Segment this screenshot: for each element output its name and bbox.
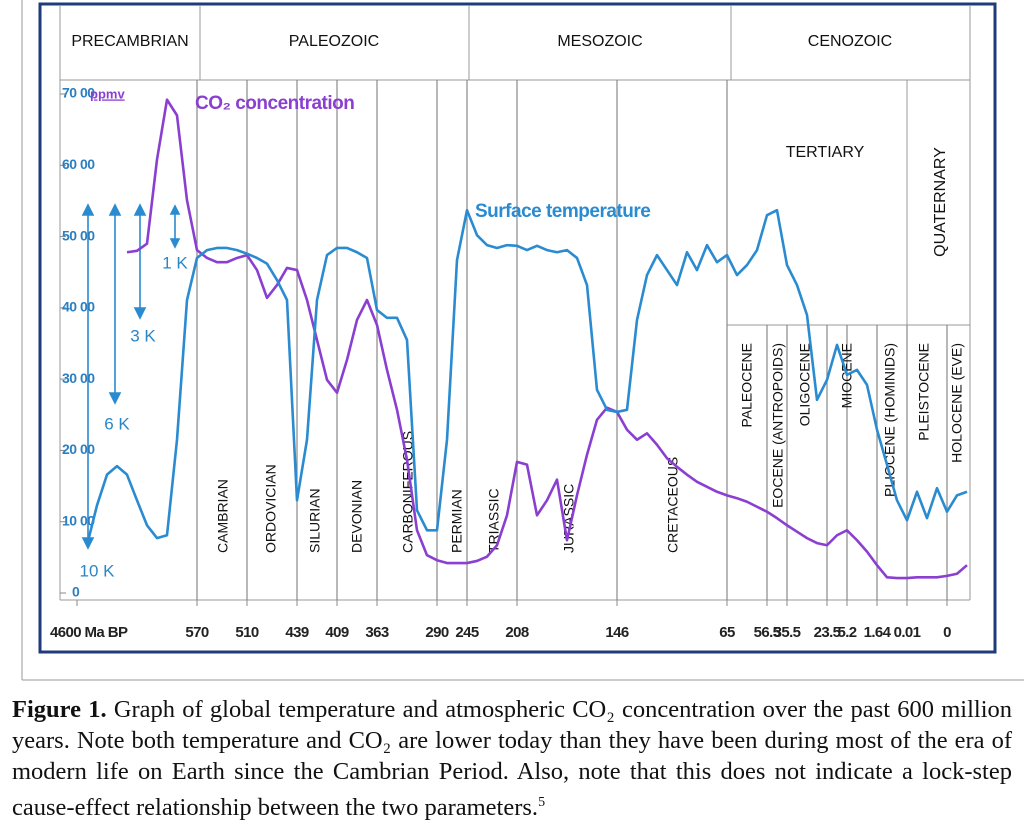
period-label: JURASSIC: [561, 484, 577, 553]
epoch-label: OLIGOCENE: [797, 343, 813, 426]
period-label: CARBONIFEROUS: [400, 431, 416, 553]
x-tick-label: 4600 Ma BP: [50, 624, 128, 641]
sub-era-label: QUATERNARY: [932, 147, 949, 257]
y-tick-label: 20 00: [62, 441, 95, 457]
annotation: 10 K: [80, 561, 116, 580]
x-tick-label: 23.5: [814, 624, 841, 641]
arrows: [81, 203, 181, 550]
arrow-head: [169, 238, 181, 249]
arrow-head: [133, 203, 147, 216]
footnote-ref: 5: [538, 795, 546, 810]
y-tick-label: 30 00: [62, 370, 95, 386]
epoch-label: PALEOCENE: [739, 343, 755, 428]
y-unit: ppmv: [90, 86, 125, 101]
arrow-head: [81, 203, 95, 216]
y-tick-label: 60 00: [62, 156, 95, 172]
era-label: CENOZOIC: [808, 33, 892, 50]
x-tick-label: 208: [505, 624, 528, 641]
x-tick-label: 5.2: [837, 624, 856, 641]
x-tick-label: 0: [943, 624, 951, 641]
arrow-head: [133, 307, 147, 320]
layout-lines: [59, 6, 971, 601]
series-label: CO₂ concentration: [195, 93, 354, 114]
arrow-head: [108, 392, 122, 405]
caption-text: Graph of global temperature and atmosphe…: [12, 696, 1013, 822]
x-tick-label: 570: [185, 624, 208, 641]
series-line: [85, 208, 968, 546]
caption-label: Figure 1.: [12, 696, 107, 723]
caption: Figure 1. Graph of global temperature an…: [12, 694, 1012, 823]
x-tick-label: 439: [285, 624, 308, 641]
figure: PRECAMBRIAN PALEOZOIC MESOZOIC CENOZOIC TERT…: [21, 0, 1024, 681]
annotation: 1 K: [162, 253, 188, 272]
period-label: TRIASSIC: [486, 488, 502, 553]
epoch-label: PLEISTOCENE: [916, 343, 932, 441]
arrow-head: [169, 204, 181, 215]
y-tick-label: 70 00: [62, 85, 95, 101]
x-tick-label: 65: [719, 624, 735, 641]
period-label: CAMBRIAN: [215, 479, 231, 553]
y-tick-label: 0: [72, 584, 80, 600]
period-label: ORDOVICIAN: [263, 464, 279, 553]
period-label: DEVONIAN: [349, 480, 365, 553]
arrow-head: [108, 203, 122, 216]
epoch-label: HOLOCENE (EVE): [949, 343, 965, 463]
x-tick-label: 1.64: [864, 624, 892, 641]
x-tick-label: 290: [425, 624, 448, 641]
x-tick-label: 56.5: [754, 624, 781, 641]
era-label: MESOZOIC: [557, 33, 642, 50]
y-tick-label: 10 00: [62, 512, 95, 528]
x-tick-label: 409: [325, 624, 348, 641]
sub-era-label: TERTIARY: [786, 144, 865, 161]
era-label: PRECAMBRIAN: [71, 33, 188, 50]
period-label: PERMIAN: [449, 489, 465, 553]
era-label: PALEOZOIC: [289, 33, 379, 50]
annotation: 6 K: [104, 414, 130, 433]
period-label: CRETACEOUS: [665, 457, 681, 553]
series-label: Surface temperature: [475, 201, 650, 222]
period-label: SILURIAN: [307, 488, 323, 553]
x-tick-label: 35.5: [774, 624, 801, 641]
series-line: [126, 98, 968, 580]
x-tick-label: 245: [455, 624, 478, 641]
x-tick-label: 510: [235, 624, 258, 641]
y-tick-label: 50 00: [62, 227, 95, 243]
annotation: 3 K: [130, 326, 156, 345]
epoch-label: EOCENE (ANTROPOIDS): [770, 343, 786, 508]
x-tick-label: 0.01: [894, 624, 921, 641]
x-tick-label: 363: [365, 624, 388, 641]
y-tick-label: 40 00: [62, 299, 95, 315]
x-tick-label: 146: [605, 624, 628, 641]
